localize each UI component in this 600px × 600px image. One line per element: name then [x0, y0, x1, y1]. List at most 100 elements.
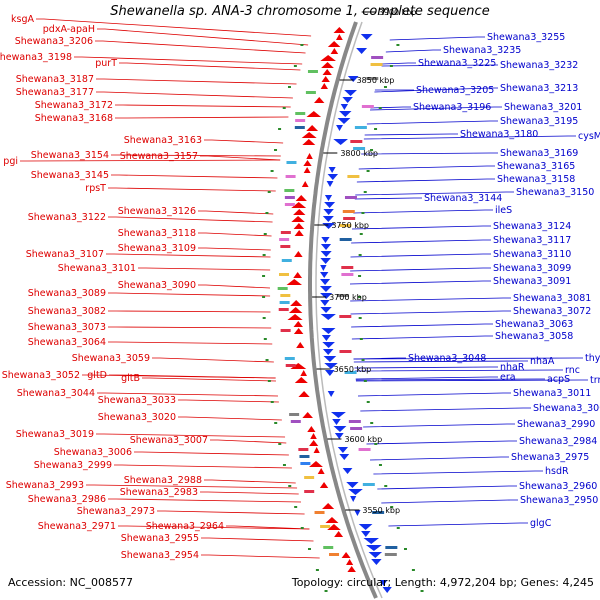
- blue-gene-arrow: [324, 195, 333, 201]
- red-gene-arrow: [314, 97, 325, 103]
- right-connector: [389, 36, 485, 41]
- left-gene-label: Shewana3_3163: [124, 135, 202, 146]
- blue-gene-arrow: [322, 216, 334, 222]
- right-green-tick: [378, 107, 382, 109]
- right-gene-label: Shewana3_2990: [517, 419, 595, 430]
- left-green-tick: [263, 338, 267, 340]
- left-green-tick: [278, 443, 282, 445]
- right-gene-label: Shewana3_2984: [519, 436, 597, 447]
- right-gene-label: Shewana3_3058: [495, 331, 573, 342]
- genome-ruler: [308, 21, 383, 599]
- blue-gene-arrow: [334, 433, 344, 439]
- right-connector: [370, 106, 411, 109]
- left-feature-block: [280, 231, 291, 234]
- left-gene-label: Shewana3_3033: [98, 395, 176, 406]
- left-gene-label: gltB: [121, 373, 140, 384]
- right-green-tick: [370, 149, 374, 151]
- red-gene-arrow: [294, 230, 304, 236]
- left-gene-label: Shewana3_2954: [121, 550, 199, 561]
- ruler-arc-inner: [315, 21, 383, 599]
- blue-gene-arrow: [322, 342, 335, 348]
- left-feature-block: [304, 476, 315, 479]
- left-gene-label: Shewana3_3073: [28, 322, 106, 333]
- right-gene-label: ileS: [495, 205, 512, 216]
- right-feature-block: [344, 196, 357, 199]
- right-gene-label: Shewana3_3180: [460, 129, 538, 140]
- left-feature-block: [289, 413, 300, 416]
- blue-gene-arrow: [322, 349, 334, 355]
- right-green-tick: [359, 338, 363, 340]
- red-gene-arrow: [291, 202, 307, 208]
- left-green-tick: [262, 254, 266, 256]
- right-feature-block: [384, 553, 397, 556]
- red-gene-arrow: [295, 195, 307, 201]
- left-gene-label: pdxA-apaH: [43, 24, 95, 35]
- left-green-tick: [307, 548, 311, 550]
- right-connector: [352, 225, 491, 230]
- right-feature-block: [385, 546, 398, 549]
- right-gene-label: nhaR: [500, 362, 525, 373]
- right-gene-label: glgC: [530, 518, 552, 529]
- right-connector: [385, 49, 441, 53]
- right-gene-label: Shewana3_3072: [513, 306, 591, 317]
- right-gene-label: Shewana3_3099: [493, 263, 571, 274]
- right-gene-label: Shewana3_2975: [511, 452, 589, 463]
- red-gene-arrow: [321, 62, 334, 68]
- left-gene-label: Shewana3_3064: [28, 337, 106, 348]
- left-gene-label: Shewana3_2999: [34, 460, 112, 471]
- left-gene-label: Shewana3_3020: [98, 412, 176, 423]
- right-connector: [353, 209, 493, 214]
- right-gene-label: trmD: [590, 375, 600, 386]
- blue-gene-arrow: [320, 251, 332, 257]
- left-connector: [108, 341, 273, 345]
- left-connector: [138, 267, 271, 271]
- left-feature-block: [286, 161, 297, 164]
- left-green-tick: [265, 212, 269, 214]
- right-feature-block: [366, 77, 379, 80]
- left-green-tick: [315, 569, 319, 571]
- left-gene-label: Shewana3_3019: [16, 429, 94, 440]
- left-connector: [210, 439, 287, 444]
- left-feature-block: [279, 238, 290, 241]
- right-green-tick: [361, 212, 365, 214]
- red-gene-arrow: [335, 34, 343, 40]
- right-feature-block: [354, 126, 367, 129]
- left-connector: [106, 253, 271, 258]
- right-gene-label: Shewana3_3165: [497, 161, 575, 172]
- left-connector: [109, 374, 276, 379]
- right-gene-label: thyA: [585, 353, 600, 364]
- right-gene-label: Shewana3_3195: [500, 116, 578, 127]
- left-gene-label: Shewana3_3101: [58, 263, 136, 274]
- left-connector: [152, 357, 274, 363]
- red-gene-arrow: [290, 300, 303, 306]
- right-connector: [351, 239, 491, 244]
- left-feature-block: [278, 308, 289, 311]
- right-connector: [356, 178, 495, 183]
- blue-gene-arrow: [321, 328, 336, 334]
- blue-gene-arrow: [337, 118, 351, 124]
- left-connector: [115, 104, 291, 108]
- blue-gene-arrow: [333, 426, 347, 432]
- left-feature-block: [280, 329, 291, 332]
- right-connector: [349, 280, 491, 285]
- left-green-tick: [274, 422, 278, 424]
- right-feature-block: [341, 266, 354, 269]
- blue-gene-arrow: [379, 580, 388, 586]
- right-connector: [364, 133, 458, 136]
- blue-gene-arrow: [342, 97, 353, 103]
- left-gene-label: Shewana3_2973: [77, 506, 155, 517]
- right-connector: [350, 297, 511, 302]
- left-connector: [97, 28, 309, 46]
- red-gene-arrow: [298, 391, 310, 397]
- left-green-tick: [262, 317, 266, 319]
- right-gene-label: Shewana3_3048: [408, 353, 486, 364]
- red-gene-arrow: [320, 55, 336, 61]
- blue-gene-arrow: [361, 531, 371, 537]
- right-gene-label: Shewana3_3144: [424, 193, 502, 204]
- red-gene-arrow: [287, 314, 303, 320]
- left-gene-label: Shewana3_3059: [72, 353, 150, 364]
- right-gene-label: Shewana3_3081: [513, 293, 591, 304]
- left-feature-block: [284, 189, 295, 192]
- right-feature-block: [339, 224, 352, 227]
- left-feature-block: [295, 119, 306, 122]
